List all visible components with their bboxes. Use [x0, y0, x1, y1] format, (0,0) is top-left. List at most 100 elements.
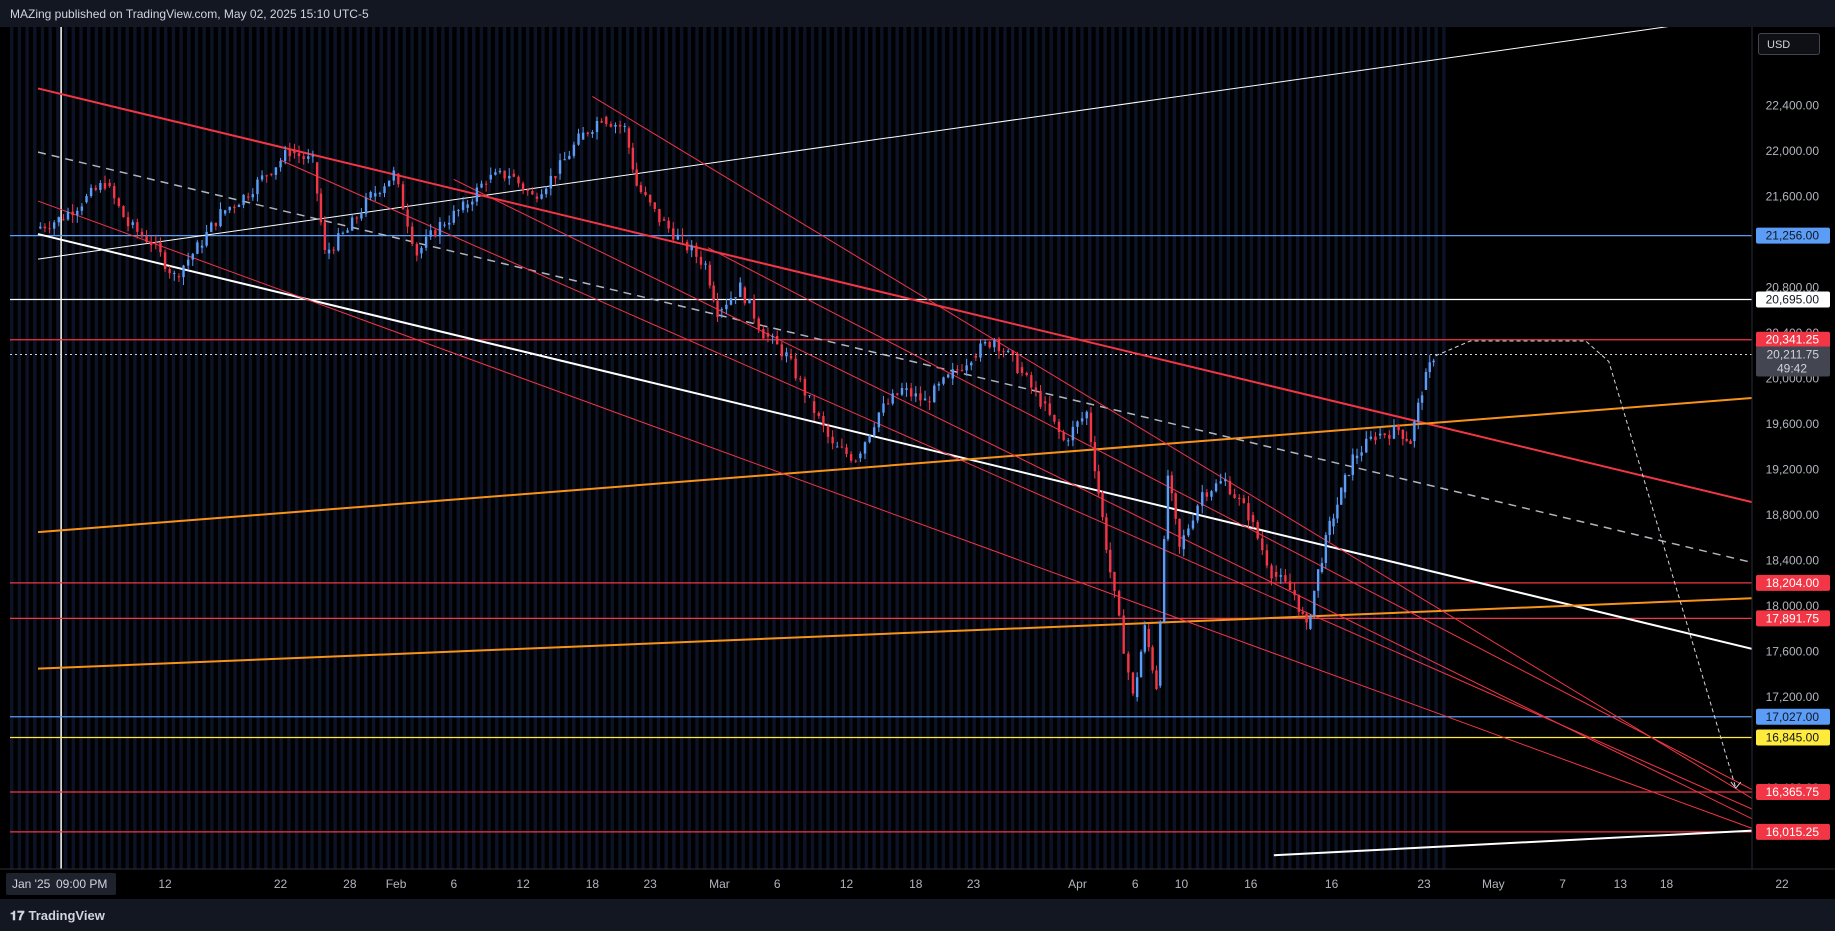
candle-body — [415, 243, 419, 256]
session-band — [1018, 27, 1023, 869]
session-band — [1234, 27, 1238, 869]
session-band — [1396, 27, 1400, 869]
candle-body — [1025, 372, 1028, 376]
price-axis[interactable]: 22,400.0022,000.0021,600.0020,800.0020,4… — [1751, 27, 1835, 869]
candle-body — [776, 336, 779, 345]
session-band — [1003, 27, 1007, 869]
candle-body — [905, 388, 908, 390]
candle-body — [831, 436, 834, 444]
session-band — [502, 27, 507, 869]
candle-body — [242, 194, 245, 205]
candle-body — [1313, 590, 1316, 616]
trend-line — [37, 394, 1783, 534]
session-band — [348, 27, 353, 869]
session-band — [1342, 27, 1346, 869]
candle-body — [168, 269, 171, 274]
session-band — [1380, 27, 1384, 869]
candle-body — [406, 209, 409, 227]
candle-body — [452, 210, 455, 223]
session-band — [56, 27, 60, 869]
time-tick-label: 6 — [774, 877, 781, 891]
candle-body — [43, 226, 47, 229]
session-band — [556, 27, 561, 869]
candle-body — [1316, 569, 1320, 591]
candle-body — [586, 132, 589, 135]
candle-body — [447, 222, 451, 225]
candle-body — [420, 247, 423, 254]
session-band — [857, 27, 861, 869]
candle-body — [631, 147, 635, 170]
candles — [39, 115, 1435, 702]
projection-path — [1435, 340, 1742, 789]
session-band — [387, 27, 391, 869]
session-band — [94, 27, 99, 869]
session-band — [325, 27, 330, 869]
candle-body — [80, 206, 84, 211]
session-band — [626, 27, 630, 869]
candle-body — [600, 120, 603, 123]
session-band — [1388, 27, 1392, 869]
session-band — [217, 27, 222, 869]
price-level-tag-label: 21,256.00 — [1766, 229, 1820, 243]
candle-body — [877, 412, 881, 428]
session-band — [487, 27, 491, 869]
candle-body — [1293, 590, 1296, 596]
time-axis[interactable]: 12 16 22 28 Feb 6 12 18 23 Mar 6 12 18 23 Apr 6 10 16 23 Ma… — [0, 868, 1835, 899]
candle-body — [512, 173, 516, 177]
crosshair-date-label: Jan '25 — [12, 877, 51, 891]
time-tick-label: 10 — [1175, 877, 1189, 891]
currency-button[interactable]: USD — [1758, 33, 1820, 55]
candle-body — [149, 242, 153, 246]
session-band — [672, 27, 676, 869]
candle-body — [1174, 493, 1177, 519]
candle-body — [260, 175, 264, 180]
candle-body — [517, 176, 520, 184]
candle-body — [302, 156, 305, 159]
candle-body — [983, 341, 987, 344]
candle-body — [909, 388, 913, 397]
session-band — [533, 27, 537, 869]
candle-body — [113, 186, 116, 199]
session-band — [194, 27, 199, 869]
session-band — [733, 27, 738, 869]
session-band — [1303, 27, 1307, 869]
candle-body — [1093, 442, 1097, 472]
candle-body — [1214, 483, 1218, 492]
candle-body — [648, 194, 652, 203]
session-band — [849, 27, 853, 869]
session-band — [602, 27, 607, 869]
session-band — [1088, 27, 1092, 869]
price-level-tag — [1756, 708, 1830, 725]
candle-body — [401, 184, 405, 210]
tradingview-logo: 𝟏𝟕 TradingView — [10, 908, 105, 924]
session-band — [125, 27, 129, 869]
candle-body — [1401, 429, 1405, 439]
candle-body — [618, 124, 622, 127]
session-band — [71, 27, 75, 869]
session-band — [271, 27, 276, 869]
candle-body — [988, 341, 991, 348]
session-band — [726, 27, 730, 869]
session-band — [649, 27, 653, 869]
candle-body — [1147, 628, 1150, 648]
countdown-label: 49:42 — [1777, 361, 1807, 375]
session-band — [1280, 27, 1284, 869]
candle-body — [803, 379, 807, 396]
session-band — [1442, 27, 1446, 869]
candle-body — [581, 132, 585, 140]
trend-line — [1273, 828, 1783, 857]
price-level-tag-label: 16,015.25 — [1766, 825, 1820, 839]
candle-body — [685, 242, 689, 251]
candle-body — [1432, 360, 1435, 363]
candle-body — [99, 183, 102, 190]
price-chart[interactable]: 22,400.0022,000.0021,600.0020,800.0020,4… — [0, 27, 1835, 899]
candle-body — [237, 204, 241, 208]
candle-body — [411, 226, 414, 244]
session-band — [356, 27, 360, 869]
session-band — [749, 27, 753, 869]
price-level-tag-label: 17,891.75 — [1766, 611, 1820, 625]
candle-body — [1127, 653, 1130, 673]
session-band — [1319, 27, 1323, 869]
session-band — [495, 27, 499, 869]
candle-body — [1336, 504, 1339, 519]
